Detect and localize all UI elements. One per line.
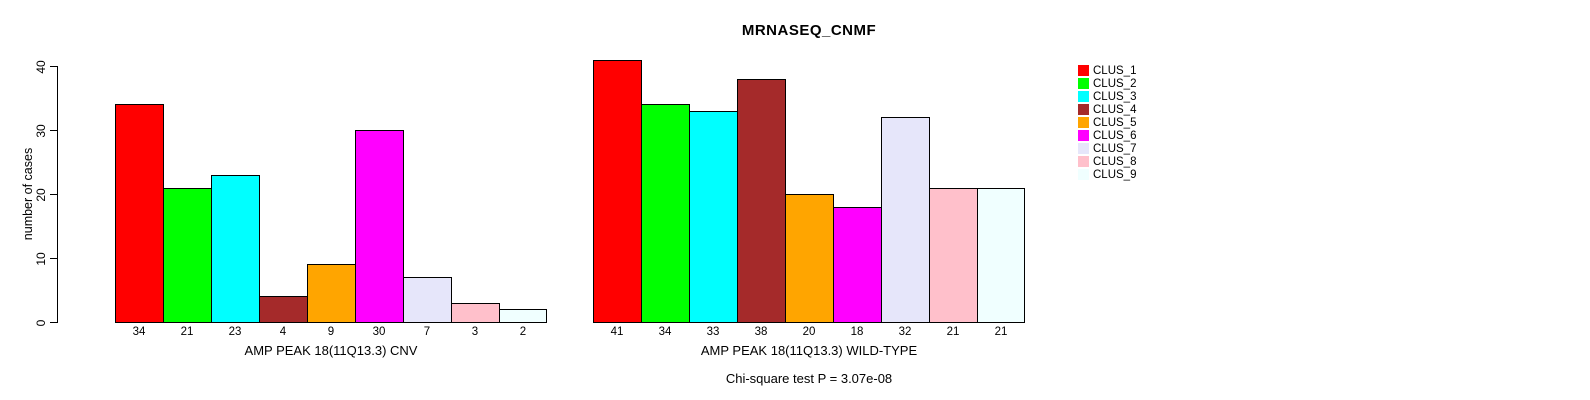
bar-clus_6	[355, 130, 404, 323]
bar-value-label: 33	[706, 326, 720, 338]
legend-swatch-clus_4	[1078, 104, 1089, 115]
legend-label-clus_8: CLUS_8	[1093, 156, 1137, 168]
bar-value-label: 7	[423, 326, 431, 338]
bar-value-label: 9	[327, 326, 335, 338]
legend-label-clus_7: CLUS_7	[1093, 143, 1137, 155]
legend-swatch-clus_5	[1078, 117, 1089, 128]
bar-value-label: 3	[471, 326, 479, 338]
chi-square-annotation: Chi-square test P = 3.07e-08	[725, 371, 893, 386]
bar-clus_5	[785, 194, 834, 323]
bar-clus_7	[881, 117, 930, 323]
bar-value-label: 32	[898, 326, 912, 338]
bar-clus_8	[929, 188, 978, 323]
legend-label-clus_6: CLUS_6	[1093, 130, 1137, 142]
y-tick-mark	[50, 258, 57, 259]
bar-value-label: 20	[802, 326, 816, 338]
bar-clus_3	[211, 175, 260, 323]
bar-clus_7	[403, 277, 452, 323]
bar-clus_4	[259, 296, 308, 323]
legend-label-clus_9: CLUS_9	[1093, 169, 1137, 181]
y-tick-mark	[50, 130, 57, 131]
y-tick-mark	[50, 194, 57, 195]
bar-clus_4	[737, 79, 786, 323]
y-tick-label: 30	[34, 123, 48, 138]
legend-swatch-clus_7	[1078, 143, 1089, 154]
bar-value-label: 30	[372, 326, 386, 338]
legend-label-clus_4: CLUS_4	[1093, 104, 1137, 116]
bar-value-label: 21	[180, 326, 194, 338]
legend-label-clus_1: CLUS_1	[1093, 65, 1137, 77]
legend-swatch-clus_3	[1078, 91, 1089, 102]
bar-value-label: 21	[946, 326, 960, 338]
y-axis-line	[57, 66, 58, 323]
bar-clus_8	[451, 303, 500, 323]
legend-label-clus_5: CLUS_5	[1093, 117, 1137, 129]
bar-clus_9	[977, 188, 1025, 323]
legend-swatch-clus_8	[1078, 156, 1089, 167]
legend-label-clus_2: CLUS_2	[1093, 78, 1137, 90]
bar-value-label: 38	[754, 326, 768, 338]
y-tick-mark	[50, 322, 57, 323]
y-tick-label: 10	[34, 251, 48, 266]
legend-swatch-clus_9	[1078, 169, 1089, 180]
legend-label-clus_3: CLUS_3	[1093, 91, 1137, 103]
bar-clus_1	[593, 60, 642, 323]
bar-value-label: 2	[519, 326, 527, 338]
bar-clus_6	[833, 207, 882, 323]
y-tick-label: 20	[34, 187, 48, 202]
bar-value-label: 23	[228, 326, 242, 338]
bar-clus_5	[307, 264, 356, 323]
y-tick-label: 0	[34, 319, 48, 326]
y-tick-mark	[50, 66, 57, 67]
legend-swatch-clus_1	[1078, 65, 1089, 76]
legend-swatch-clus_6	[1078, 130, 1089, 141]
x-axis-title-cnv: AMP PEAK 18(11Q13.3) CNV	[244, 343, 418, 358]
bar-clus_2	[641, 104, 690, 323]
y-axis-title: number of cases	[21, 147, 35, 241]
bar-value-label: 34	[132, 326, 146, 338]
bar-clus_9	[499, 309, 547, 323]
bar-value-label: 21	[994, 326, 1008, 338]
x-axis-title-wild-type: AMP PEAK 18(11Q13.3) WILD-TYPE	[700, 343, 918, 358]
bar-clus_2	[163, 188, 212, 323]
legend-swatch-clus_2	[1078, 78, 1089, 89]
y-tick-label: 40	[34, 59, 48, 74]
bar-value-label: 41	[610, 326, 624, 338]
bar-clus_1	[115, 104, 164, 323]
bar-value-label: 18	[850, 326, 864, 338]
bar-clus_3	[689, 111, 738, 323]
bar-value-label: 34	[658, 326, 672, 338]
chart-title: MRNASEQ_CNMF	[741, 22, 877, 39]
bar-value-label: 4	[279, 326, 287, 338]
